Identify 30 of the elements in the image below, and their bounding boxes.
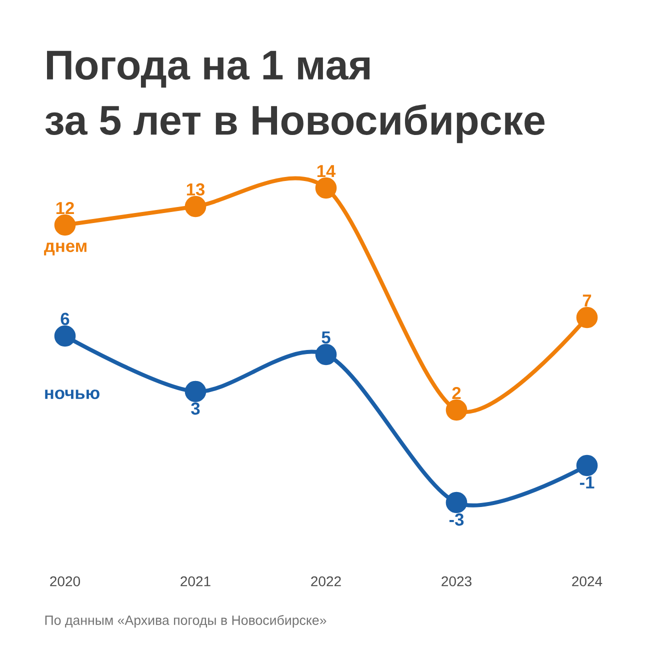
data-label: 5	[322, 331, 330, 344]
point	[184, 196, 206, 218]
data-label: -3	[449, 513, 464, 526]
series-label: днем	[44, 242, 86, 256]
text: По данным «Архива погоды в Новосибирске»	[45, 615, 326, 628]
data-label: 14	[317, 165, 336, 178]
x-tick-label: 2024	[572, 576, 602, 586]
point	[315, 344, 337, 366]
data-label: 13	[186, 183, 205, 196]
chart-subtitle: за 5 лет в Новосибирске	[45, 104, 545, 144]
x-tick-label: 2020	[50, 576, 80, 586]
point	[54, 214, 76, 236]
point	[184, 380, 206, 402]
series-label: ночью	[45, 390, 100, 400]
point	[315, 177, 337, 199]
x-tick-label: 2022	[311, 576, 341, 586]
point	[446, 399, 468, 421]
data-label: -1	[580, 476, 594, 488]
x-tick-label: 2023	[442, 576, 472, 586]
point	[576, 454, 598, 476]
x-tick-label: 2021	[180, 576, 210, 586]
data-label: 12	[56, 202, 74, 214]
chart-title: Погода на 1 мая	[47, 50, 370, 88]
data-label: 6	[60, 312, 70, 326]
data-label: 7	[582, 294, 592, 307]
data-label: 2	[452, 386, 461, 400]
point	[446, 492, 468, 514]
data-label: 3	[191, 402, 200, 415]
point	[54, 325, 76, 347]
point	[576, 306, 598, 328]
